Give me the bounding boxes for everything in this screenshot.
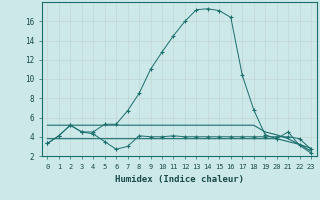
X-axis label: Humidex (Indice chaleur): Humidex (Indice chaleur) xyxy=(115,175,244,184)
